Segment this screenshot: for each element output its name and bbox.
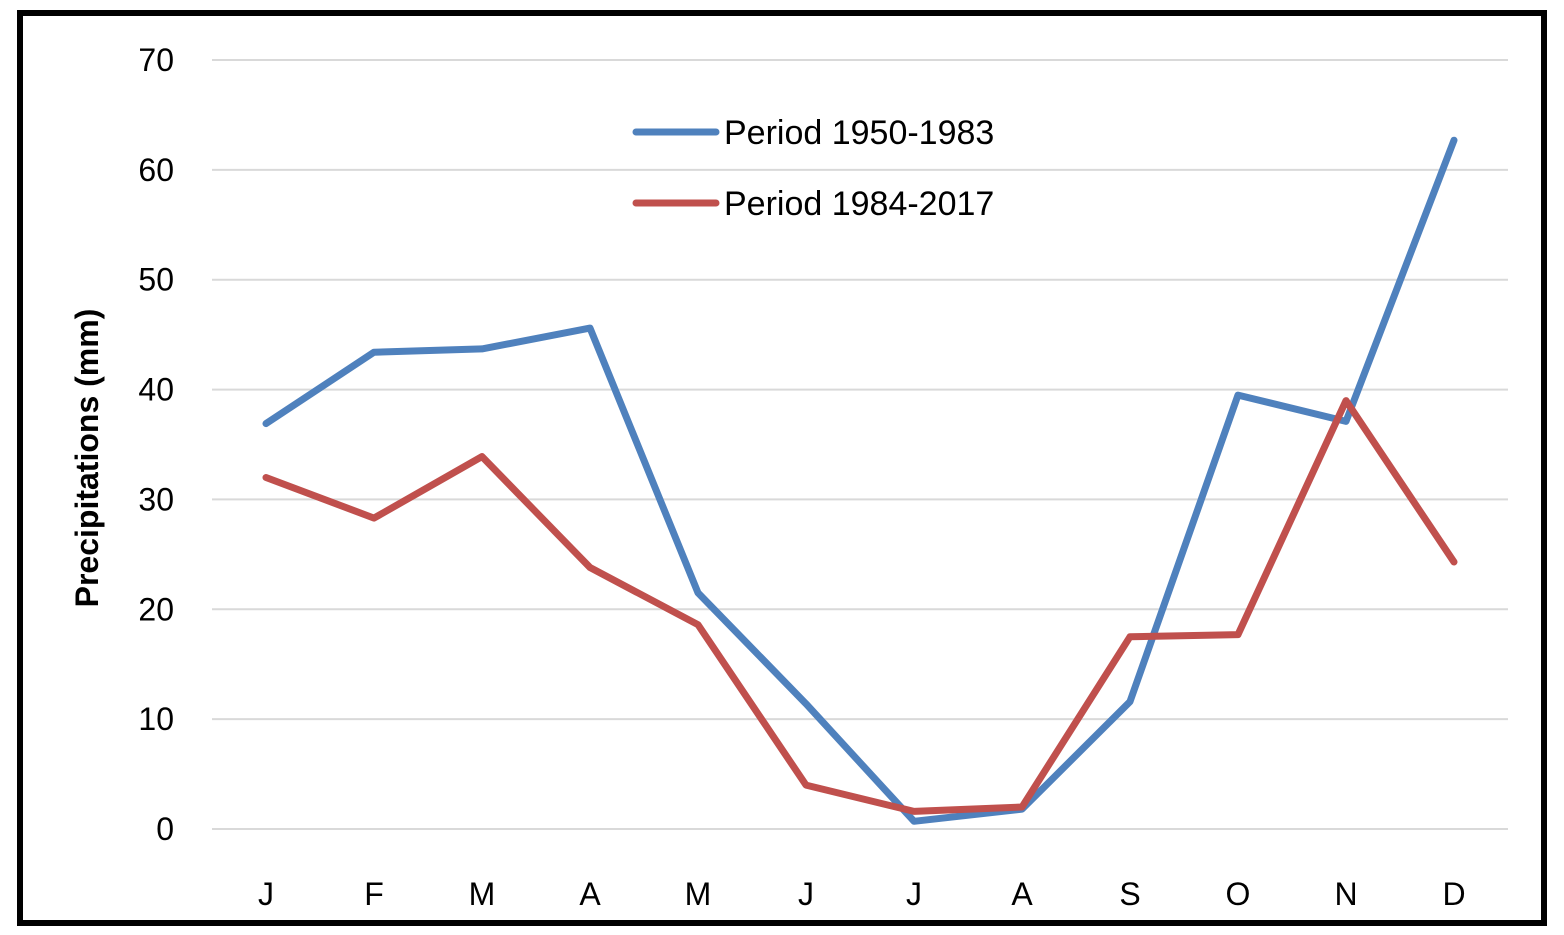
x-tick-label: F [364, 876, 384, 912]
x-tick-label: O [1226, 876, 1251, 912]
legend: Period 1950-1983 Period 1984-2017 [632, 114, 994, 223]
x-tick-label: M [685, 876, 712, 912]
chart-frame [17, 10, 1547, 926]
series-lines [262, 136, 1458, 825]
x-tick-label: J [906, 876, 922, 912]
series-line-1 [262, 136, 1458, 825]
x-tick-label: A [1011, 876, 1033, 912]
legend-label-1: Period 1950-1983 [724, 114, 994, 152]
x-tick-label: D [1442, 876, 1465, 912]
y-tick-label: 30 [138, 481, 174, 517]
x-tick-label: S [1119, 876, 1140, 912]
y-tick-label: 20 [138, 591, 174, 627]
y-tick-label: 40 [138, 372, 174, 408]
gridlines [212, 59, 1508, 830]
y-tick-label: 60 [138, 152, 174, 188]
y-tick-label: 70 [138, 42, 174, 78]
y-tick-label: 50 [138, 262, 174, 298]
series-line-2 [262, 397, 1458, 815]
y-tick-label: 10 [138, 701, 174, 737]
y-axis-title: Precipitations (mm) [69, 309, 105, 608]
x-tick-label: N [1334, 876, 1357, 912]
y-tick-label: 0 [156, 811, 174, 847]
x-tick-label: J [798, 876, 814, 912]
x-tick-label: J [258, 876, 274, 912]
y-axis-tick-labels: 0 10 20 30 40 50 60 70 [138, 42, 174, 847]
legend-label-2: Period 1984-2017 [724, 185, 994, 223]
x-tick-label: M [469, 876, 496, 912]
x-tick-label: A [579, 876, 601, 912]
